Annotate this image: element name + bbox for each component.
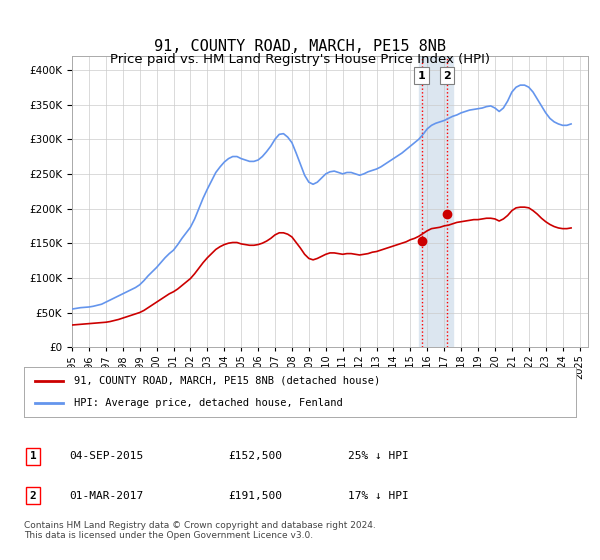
Text: 2: 2	[29, 491, 37, 501]
Text: 91, COUNTY ROAD, MARCH, PE15 8NB: 91, COUNTY ROAD, MARCH, PE15 8NB	[154, 39, 446, 54]
Text: Contains HM Land Registry data © Crown copyright and database right 2024.
This d: Contains HM Land Registry data © Crown c…	[24, 521, 376, 540]
Text: 04-SEP-2015: 04-SEP-2015	[69, 451, 143, 461]
Text: 01-MAR-2017: 01-MAR-2017	[69, 491, 143, 501]
Text: 1: 1	[418, 71, 425, 81]
Text: Price paid vs. HM Land Registry's House Price Index (HPI): Price paid vs. HM Land Registry's House …	[110, 53, 490, 66]
Text: HPI: Average price, detached house, Fenland: HPI: Average price, detached house, Fenl…	[74, 398, 343, 408]
Text: 17% ↓ HPI: 17% ↓ HPI	[348, 491, 409, 501]
Text: £152,500: £152,500	[228, 451, 282, 461]
Text: 2: 2	[443, 71, 451, 81]
Text: 25% ↓ HPI: 25% ↓ HPI	[348, 451, 409, 461]
Text: 1: 1	[29, 451, 37, 461]
Text: 91, COUNTY ROAD, MARCH, PE15 8NB (detached house): 91, COUNTY ROAD, MARCH, PE15 8NB (detach…	[74, 376, 380, 386]
Bar	[419, 56, 452, 347]
Text: £191,500: £191,500	[228, 491, 282, 501]
